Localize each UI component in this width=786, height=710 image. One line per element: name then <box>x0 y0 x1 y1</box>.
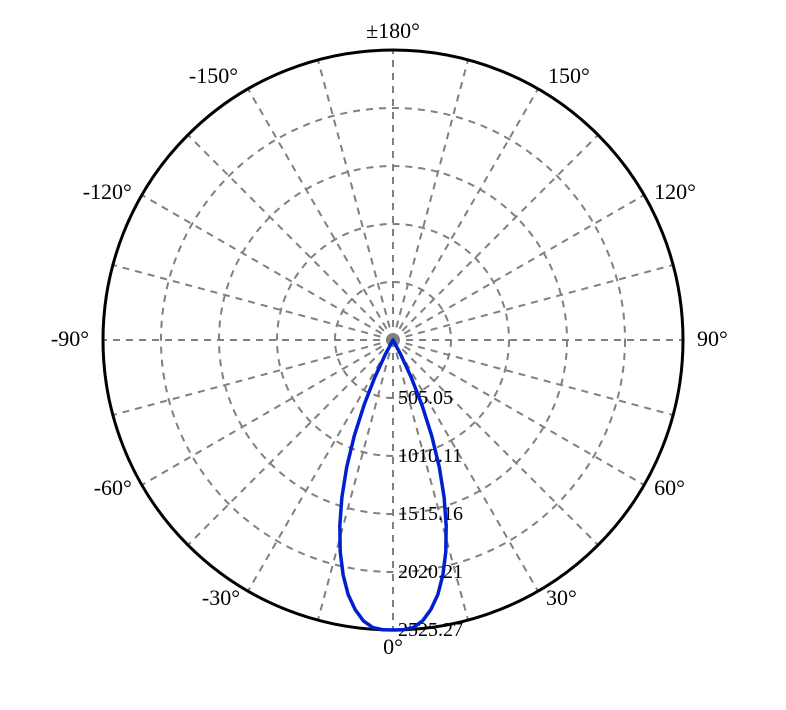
angle-label: 150° <box>548 63 590 88</box>
grid-spoke <box>113 265 393 340</box>
angle-label: 90° <box>697 326 728 351</box>
grid-spoke <box>142 340 393 485</box>
grid-spoke <box>393 60 468 340</box>
angle-label: 30° <box>546 585 577 610</box>
grid-spoke <box>393 195 644 340</box>
grid-spoke <box>188 135 393 340</box>
grid-spoke <box>248 340 393 591</box>
angle-label: -150° <box>189 63 238 88</box>
radial-label: 1010.11 <box>398 445 462 467</box>
grid-spoke <box>393 135 598 340</box>
radial-labels: 505.051010.111515.162020.212525.27 <box>398 387 463 641</box>
angle-label: 120° <box>654 179 696 204</box>
grid-spoke <box>248 89 393 340</box>
grid-spoke <box>188 340 393 545</box>
radial-label: 2020.21 <box>398 561 463 583</box>
grid-spoke <box>113 340 393 415</box>
polar-chart: 505.051010.111515.162020.212525.27 ±180°… <box>0 0 786 710</box>
angle-label: -60° <box>94 475 132 500</box>
angle-label: -30° <box>202 585 240 610</box>
angle-label: -90° <box>51 326 89 351</box>
radial-label: 1515.16 <box>398 503 463 525</box>
angle-label: 60° <box>654 475 685 500</box>
grid-spoke <box>318 340 393 620</box>
grid-spoke <box>393 265 673 340</box>
angle-label: 0° <box>383 634 403 659</box>
angle-label: -120° <box>83 179 132 204</box>
grid-spoke <box>142 195 393 340</box>
angle-label: ±180° <box>366 18 420 43</box>
grid-spoke <box>393 89 538 340</box>
grid-spoke <box>318 60 393 340</box>
radial-label: 505.05 <box>398 387 453 409</box>
